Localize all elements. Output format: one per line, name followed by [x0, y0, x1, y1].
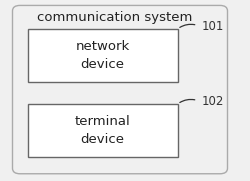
FancyArrowPatch shape	[180, 99, 195, 102]
Text: terminal
device: terminal device	[74, 115, 130, 146]
FancyArrowPatch shape	[180, 24, 195, 27]
Bar	[28, 104, 178, 157]
Text: communication system: communication system	[37, 11, 193, 24]
Text: 101: 101	[201, 20, 224, 33]
FancyBboxPatch shape	[12, 5, 228, 174]
Text: network
device: network device	[76, 40, 130, 71]
Bar	[28, 29, 178, 82]
Text: 102: 102	[201, 95, 224, 108]
